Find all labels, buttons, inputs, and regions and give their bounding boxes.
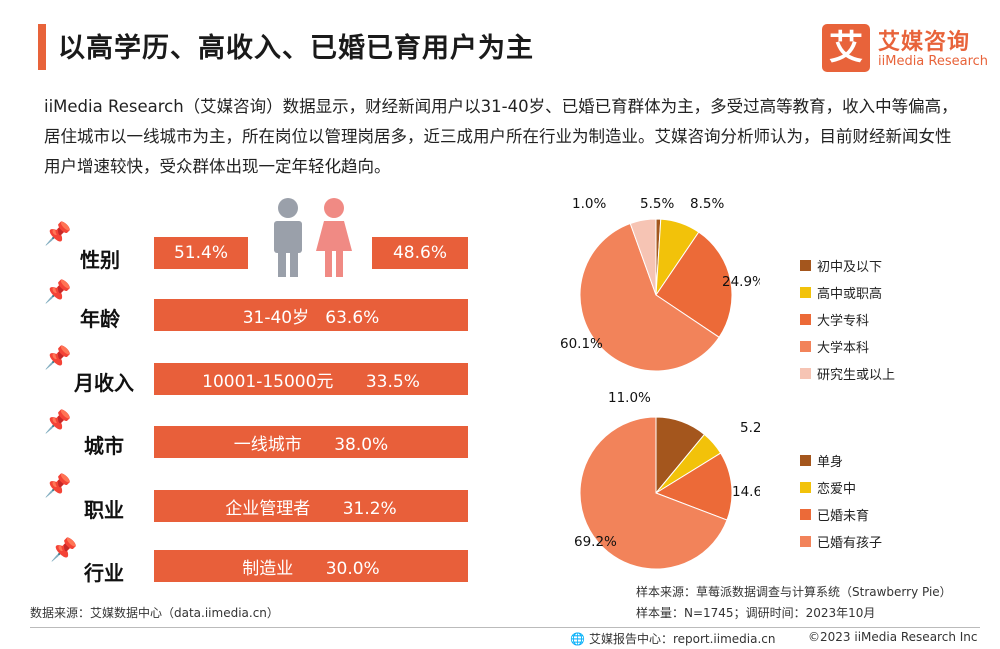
report-center-link[interactable]: 艾媒报告中心：report.iimedia.cn bbox=[588, 632, 776, 646]
sample-info-note: 样本量：N=1745；调研时间：2023年10月 bbox=[636, 606, 876, 620]
row-label-city: 城市 bbox=[84, 434, 124, 458]
pie-slice-大学专科 bbox=[655, 231, 733, 339]
legend-swatch bbox=[800, 509, 811, 520]
pie-data-label: 14.6% bbox=[732, 484, 760, 500]
legend-label: 高中或职高 bbox=[817, 287, 883, 302]
legend-item: 高中或职高 bbox=[800, 283, 895, 302]
industry-bar: 制造业 30.0% bbox=[154, 550, 468, 582]
footer-divider bbox=[30, 627, 980, 628]
pie-data-label: 24.9% bbox=[722, 274, 760, 290]
female-figure-icon bbox=[316, 198, 352, 277]
legend-swatch bbox=[800, 455, 811, 466]
legend-item: 单身 bbox=[800, 451, 882, 470]
legend-item: 研究生或以上 bbox=[800, 364, 895, 383]
legend-item: 恋爱中 bbox=[800, 478, 882, 497]
occupation-bar: 企业管理者 31.2% bbox=[154, 490, 468, 522]
logo-mark: 艾 bbox=[822, 24, 870, 72]
legend-label: 已婚未育 bbox=[817, 509, 870, 524]
legend-swatch bbox=[800, 536, 811, 547]
legend-item: 已婚有孩子 bbox=[800, 532, 882, 551]
pie-data-label: 60.1% bbox=[560, 336, 603, 352]
legend-item: 初中及以下 bbox=[800, 256, 895, 275]
row-label-industry: 行业 bbox=[84, 561, 124, 585]
pushpin-icon: 📌 bbox=[44, 346, 72, 371]
description-paragraph: iiMedia Research（艾媒咨询）数据显示，财经新闻用户以31-40岁… bbox=[44, 97, 958, 176]
marital-status-legend: 单身恋爱中已婚未育已婚有孩子 bbox=[800, 451, 882, 559]
title-accent-bar bbox=[38, 24, 46, 70]
pie-slice-已婚未育 bbox=[654, 452, 733, 521]
age-bar: 31-40岁 63.6% bbox=[154, 299, 468, 331]
page-title: 以高学历、高收入、已婚已育用户为主 bbox=[58, 33, 534, 64]
footer-copyright: ©2023 iiMedia Research Inc bbox=[808, 630, 978, 644]
pushpin-icon: 📌 bbox=[44, 410, 72, 435]
pushpin-icon: 📌 bbox=[50, 538, 78, 563]
row-label-gender: 性别 bbox=[80, 248, 120, 272]
legend-item: 已婚未育 bbox=[800, 505, 882, 524]
pie-data-label: 8.5% bbox=[690, 196, 724, 212]
legend-label: 已婚有孩子 bbox=[817, 536, 883, 551]
logo-name: 艾媒咨询 bbox=[878, 30, 971, 55]
pie-data-label: 1.0% bbox=[572, 196, 606, 212]
legend-label: 恋爱中 bbox=[817, 482, 857, 497]
legend-label: 大学本科 bbox=[817, 341, 870, 356]
pushpin-icon: 📌 bbox=[44, 222, 72, 247]
pie-slice-研究生或以上 bbox=[629, 218, 657, 296]
city-bar: 一线城市 38.0% bbox=[154, 426, 468, 458]
row-label-occupation: 职业 bbox=[84, 498, 124, 522]
row-label-age: 年龄 bbox=[80, 307, 120, 331]
pie-slice-已婚有孩子 bbox=[579, 416, 728, 570]
legend-label: 初中及以下 bbox=[817, 260, 883, 275]
legend-swatch bbox=[800, 287, 811, 298]
pie-slice-大学本科 bbox=[579, 222, 720, 372]
legend-item: 大学本科 bbox=[800, 337, 895, 356]
income-bar: 10001-15000元 33.5% bbox=[154, 363, 468, 395]
footer-report-center[interactable]: 🌐 艾媒报告中心：report.iimedia.cn bbox=[570, 630, 775, 647]
data-source-note: 数据来源：艾媒数据中心（data.iimedia.cn） bbox=[30, 606, 279, 620]
pie-data-label: 11.0% bbox=[608, 390, 651, 406]
globe-icon: 🌐 bbox=[570, 631, 585, 646]
legend-swatch bbox=[800, 314, 811, 325]
legend-label: 单身 bbox=[817, 455, 844, 470]
legend-item: 大学专科 bbox=[800, 310, 895, 329]
legend-swatch bbox=[800, 368, 811, 379]
logo-english-name: iiMedia Research bbox=[878, 54, 989, 69]
pie-data-label: 5.2% bbox=[740, 420, 760, 436]
legend-swatch bbox=[800, 482, 811, 493]
male-figure-icon bbox=[274, 198, 302, 277]
row-label-income: 月收入 bbox=[74, 371, 134, 395]
female-share-bar: 48.6% bbox=[372, 237, 468, 269]
legend-label: 大学专科 bbox=[817, 314, 870, 329]
education-pie-chart: 1.0% 8.5% 24.9% 60.1% 5.5% bbox=[560, 196, 760, 372]
education-legend: 初中及以下高中或职高大学专科大学本科研究生或以上 bbox=[800, 256, 895, 391]
pushpin-icon: 📌 bbox=[44, 280, 72, 305]
male-share-bar: 51.4% bbox=[154, 237, 248, 269]
pie-data-label: 5.5% bbox=[640, 196, 674, 212]
pie-data-label: 69.2% bbox=[574, 534, 617, 550]
pushpin-icon: 📌 bbox=[44, 474, 72, 499]
sample-source-note: 样本来源：草莓派数据调查与计算系统（Strawberry Pie） bbox=[636, 585, 952, 599]
marital-status-pie-chart: 11.0% 5.2% 14.6% 69.2% bbox=[574, 390, 760, 570]
legend-swatch bbox=[800, 341, 811, 352]
gender-figures bbox=[274, 198, 352, 277]
legend-swatch bbox=[800, 260, 811, 271]
legend-label: 研究生或以上 bbox=[817, 368, 896, 383]
